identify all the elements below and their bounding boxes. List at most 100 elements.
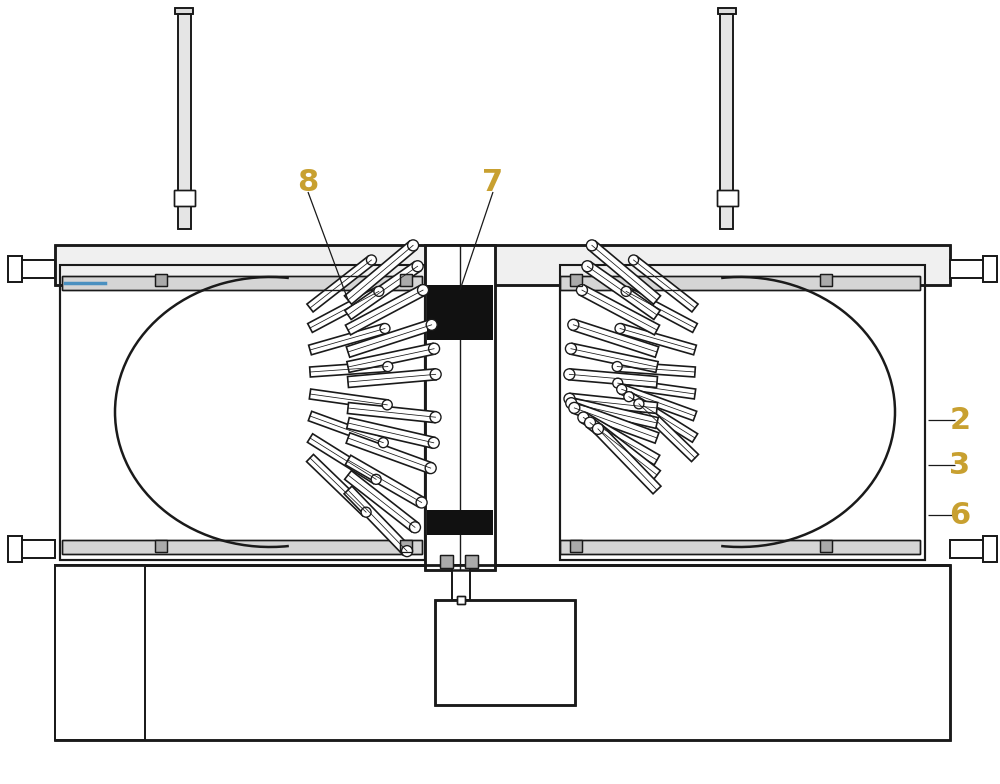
Circle shape (564, 368, 575, 379)
Polygon shape (579, 285, 660, 335)
Circle shape (582, 261, 593, 272)
Circle shape (383, 361, 393, 372)
Polygon shape (594, 425, 661, 494)
Bar (570, 274, 582, 286)
Bar (8, 256, 22, 282)
Circle shape (378, 437, 388, 448)
Bar (62, 276, 422, 290)
Bar (8, 536, 22, 562)
Polygon shape (584, 262, 660, 320)
Polygon shape (307, 455, 370, 516)
Circle shape (409, 522, 420, 533)
Polygon shape (569, 394, 658, 413)
Circle shape (568, 319, 579, 330)
Bar (18, 540, 55, 558)
Circle shape (617, 384, 627, 394)
Text: 2: 2 (949, 405, 971, 434)
Polygon shape (570, 343, 658, 372)
Bar (8, 256, 22, 282)
Bar (560, 540, 920, 554)
Circle shape (425, 463, 436, 474)
Circle shape (586, 240, 597, 251)
Circle shape (382, 400, 392, 410)
Bar (8, 536, 22, 562)
Bar (718, 8, 736, 14)
Circle shape (565, 343, 576, 354)
Bar (465, 555, 478, 568)
Bar (18, 260, 55, 278)
Circle shape (578, 412, 589, 423)
Circle shape (613, 378, 623, 388)
Circle shape (430, 368, 441, 379)
Bar (178, 14, 191, 229)
Circle shape (380, 324, 390, 333)
Polygon shape (346, 433, 433, 474)
Circle shape (621, 286, 631, 296)
Polygon shape (587, 419, 660, 479)
Bar (465, 555, 478, 568)
Bar (400, 540, 412, 552)
Polygon shape (347, 402, 436, 423)
Polygon shape (344, 486, 411, 555)
Circle shape (615, 324, 625, 333)
Bar (18, 260, 55, 278)
Bar (174, 190, 195, 206)
Polygon shape (347, 418, 435, 448)
Polygon shape (570, 397, 658, 428)
Bar (55, 565, 950, 740)
Bar (62, 540, 422, 554)
Bar (452, 565, 470, 600)
Circle shape (564, 394, 575, 405)
Bar (427, 510, 493, 535)
Bar (457, 596, 465, 604)
Polygon shape (346, 320, 433, 358)
Text: 8: 8 (297, 168, 319, 197)
Circle shape (430, 412, 441, 423)
Bar (717, 190, 738, 206)
Polygon shape (635, 400, 698, 462)
Bar (440, 555, 453, 568)
Polygon shape (572, 320, 659, 358)
Bar (155, 274, 167, 286)
Bar (440, 555, 453, 568)
Polygon shape (308, 287, 381, 332)
Polygon shape (344, 241, 417, 304)
Polygon shape (581, 412, 660, 465)
Bar (55, 245, 950, 285)
Text: 6: 6 (949, 500, 971, 529)
Polygon shape (309, 324, 386, 355)
Bar (175, 8, 193, 14)
Bar (155, 540, 167, 552)
Polygon shape (307, 434, 379, 484)
Bar (560, 276, 920, 290)
Circle shape (576, 285, 587, 296)
Polygon shape (569, 368, 657, 387)
Bar (570, 274, 582, 286)
Polygon shape (348, 368, 436, 387)
Bar (983, 536, 997, 562)
Polygon shape (309, 389, 388, 410)
Polygon shape (624, 287, 697, 332)
Polygon shape (345, 470, 418, 532)
Bar (820, 274, 832, 286)
Polygon shape (308, 412, 385, 448)
Polygon shape (345, 285, 426, 335)
Bar (560, 265, 925, 560)
Circle shape (629, 255, 639, 265)
Bar (457, 596, 465, 604)
Bar (560, 540, 920, 554)
Circle shape (412, 261, 423, 272)
Bar (560, 265, 925, 560)
Circle shape (634, 399, 644, 408)
Bar (435, 600, 575, 705)
Bar (400, 274, 412, 286)
Bar (950, 260, 987, 278)
Bar (983, 256, 997, 282)
Bar (155, 274, 167, 286)
Bar (720, 14, 733, 229)
Polygon shape (620, 385, 697, 421)
Bar (820, 274, 832, 286)
Bar (452, 565, 470, 600)
Text: 3: 3 (949, 451, 971, 480)
Circle shape (428, 437, 439, 448)
